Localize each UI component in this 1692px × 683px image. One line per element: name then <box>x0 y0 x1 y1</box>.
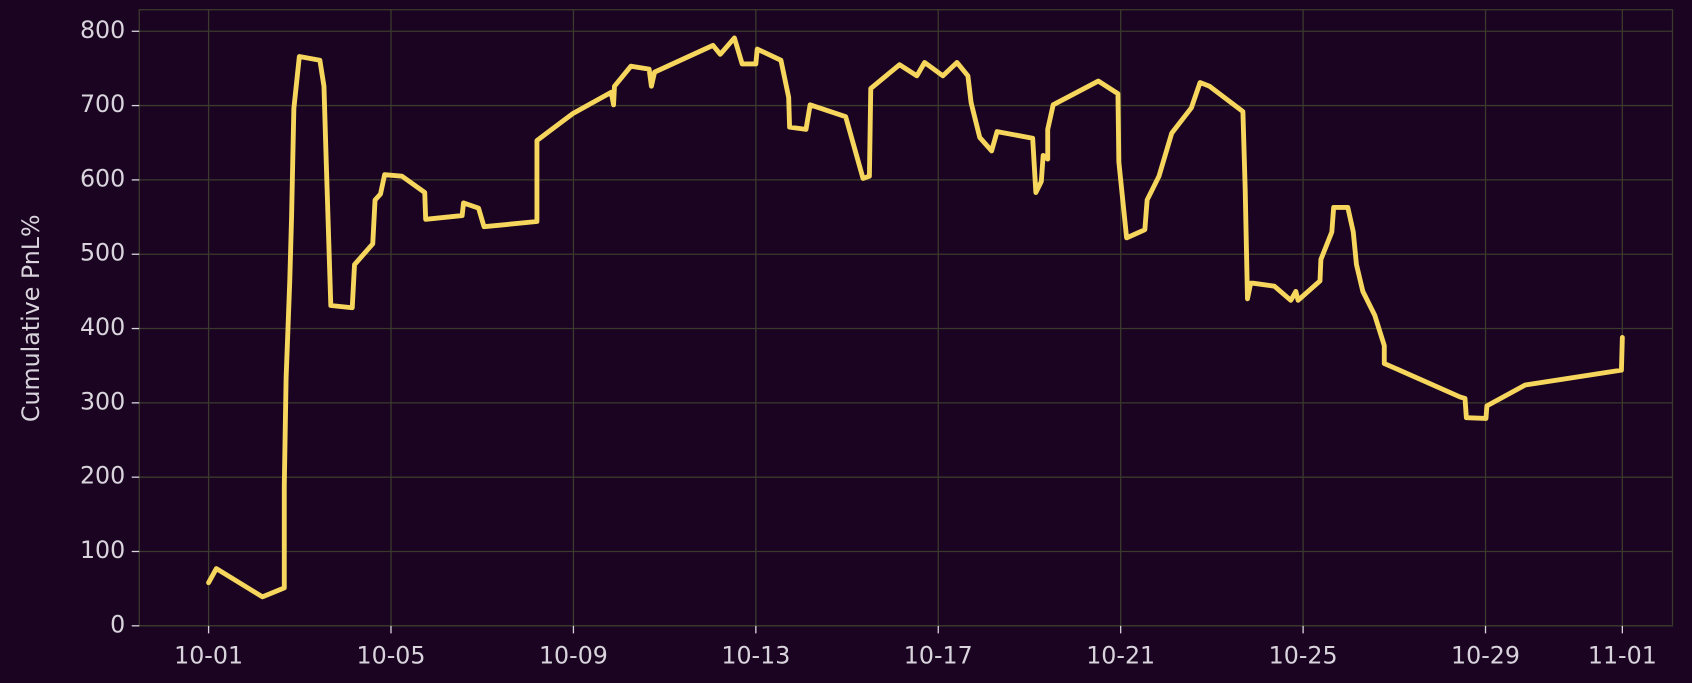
x-tick-label: 10-17 <box>904 642 973 670</box>
y-tick-label: 200 <box>80 462 125 490</box>
x-tick-label: 10-13 <box>721 642 790 670</box>
plot-area <box>138 9 1674 627</box>
x-tick-label: 10-01 <box>174 642 243 670</box>
x-tick-label: 10-05 <box>357 642 426 670</box>
y-tick-label: 600 <box>80 164 125 192</box>
y-tick-label: 300 <box>80 387 125 415</box>
y-tick-label: 100 <box>80 536 125 564</box>
y-tick-label: 0 <box>110 610 125 638</box>
y-tick-label: 800 <box>80 16 125 44</box>
x-tick-label: 10-21 <box>1086 642 1155 670</box>
data-line <box>206 35 1625 600</box>
y-tick-label: 500 <box>80 239 125 267</box>
x-tick-label: 10-25 <box>1269 642 1338 670</box>
x-tick-label: 10-29 <box>1451 642 1520 670</box>
x-tick-label: 11-01 <box>1588 642 1657 670</box>
y-axis-label: Cumulative PnL% <box>17 215 45 423</box>
y-tick-label: 700 <box>80 90 125 118</box>
y-tick-label: 400 <box>80 313 125 341</box>
x-tick-label: 10-09 <box>539 642 608 670</box>
